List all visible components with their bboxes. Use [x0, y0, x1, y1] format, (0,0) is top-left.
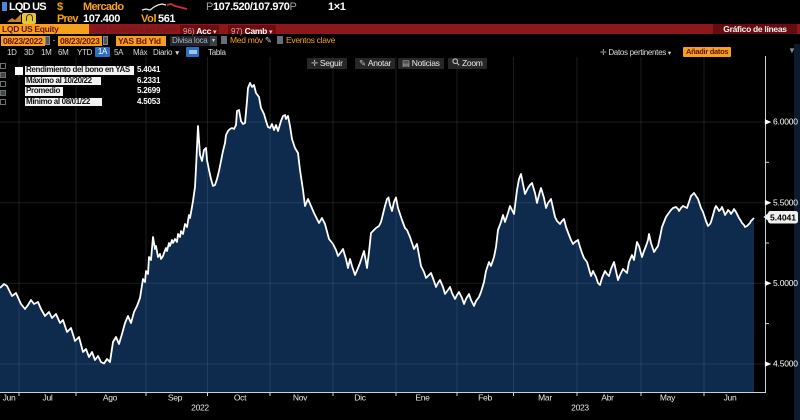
svg-text:Feb: Feb — [478, 393, 492, 403]
svg-text:Dic: Dic — [354, 393, 366, 403]
svg-text:Jun: Jun — [3, 393, 16, 403]
svg-text:4.5000: 4.5000 — [773, 359, 798, 369]
svg-text:Abr: Abr — [601, 393, 614, 403]
svg-text:Jun: Jun — [724, 393, 737, 403]
svg-text:Sep: Sep — [168, 393, 183, 403]
svg-text:Ene: Ene — [415, 393, 430, 403]
svg-text:May: May — [660, 393, 676, 403]
svg-text:Mar: Mar — [538, 393, 552, 403]
svg-text:2023: 2023 — [571, 403, 589, 413]
svg-text:Oct: Oct — [234, 393, 247, 403]
svg-text:Jul: Jul — [43, 393, 53, 403]
svg-text:5.4041: 5.4041 — [770, 213, 796, 223]
svg-text:5.0000: 5.0000 — [773, 278, 798, 288]
svg-text:5.5000: 5.5000 — [773, 197, 798, 207]
svg-text:2022: 2022 — [191, 403, 209, 413]
svg-text:Ago: Ago — [103, 393, 118, 403]
svg-text:6.0000: 6.0000 — [773, 117, 798, 127]
svg-text:Nov: Nov — [293, 393, 308, 403]
